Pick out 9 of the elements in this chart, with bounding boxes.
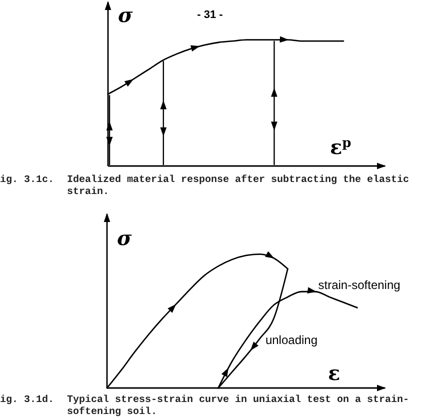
x-axis-title: ε (328, 361, 340, 385)
text: ig. 3.1c. Idealized material response after subtracting the elastic strain. (0, 175, 410, 198)
y-axis-title: σ (117, 226, 132, 250)
x-axis-title: ε$^{p}$ (330, 135, 352, 159)
annotation: strain-softening (318, 278, 400, 292)
y-axis-title: σ (118, 3, 133, 27)
annotation: unloading (265, 332, 318, 347)
text: ig. 3.1d. Typical stress-strain curve in uniaxial test on a strain-softening soil. (0, 395, 410, 418)
chart-title: - 31 - (197, 9, 224, 21)
